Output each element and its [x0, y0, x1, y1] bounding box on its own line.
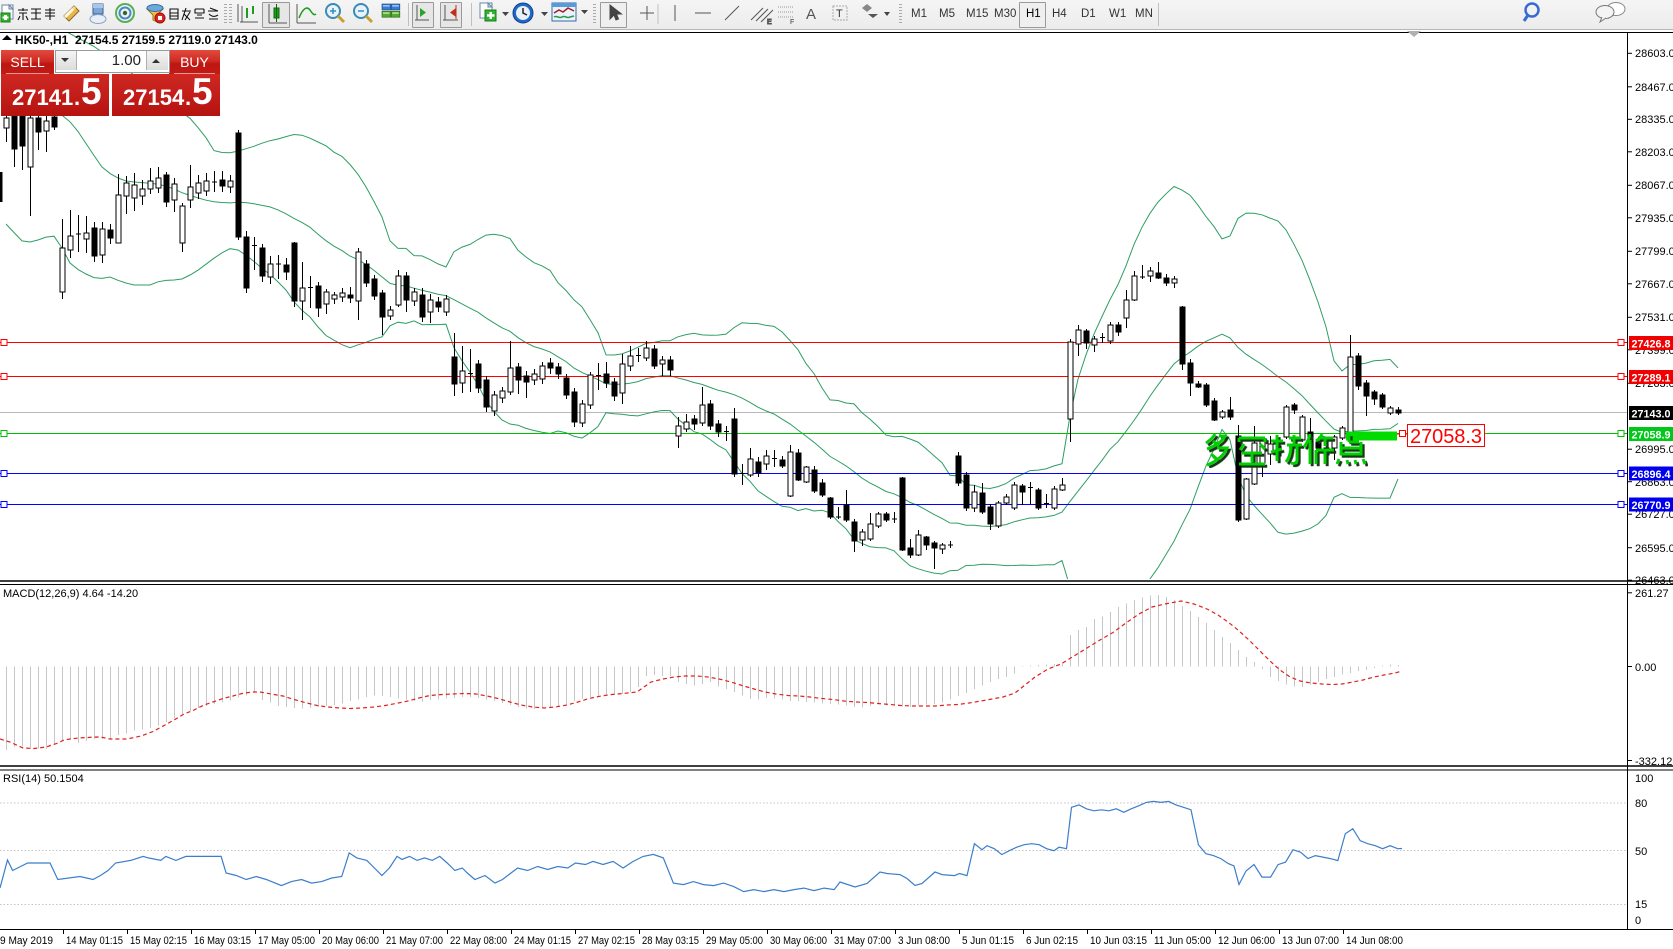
svg-text:16 May 03:15: 16 May 03:15 [194, 935, 251, 947]
svg-text:26995.0: 26995.0 [1635, 444, 1673, 456]
svg-text:F: F [790, 19, 794, 26]
svg-text:27143.0: 27143.0 [1632, 409, 1671, 421]
svg-text:24 May 01:15: 24 May 01:15 [514, 935, 571, 947]
svg-text:MACD(12,26,9) 4.64 -14.20: MACD(12,26,9) 4.64 -14.20 [3, 588, 138, 600]
svg-text:26896.4: 26896.4 [1632, 469, 1672, 481]
svg-text:11 Jun 05:00: 11 Jun 05:00 [1154, 935, 1211, 947]
svg-text:A: A [806, 6, 816, 23]
svg-text:27935.0: 27935.0 [1635, 213, 1673, 225]
svg-text:27154.5 27159.5 27119.0 27143.: 27154.5 27159.5 27119.0 27143.0 [75, 33, 258, 47]
svg-text:27289.1: 27289.1 [1632, 373, 1671, 385]
svg-text:29 May 05:00: 29 May 05:00 [706, 935, 763, 947]
svg-text:28467.0: 28467.0 [1635, 82, 1673, 94]
svg-text:HK50-,H1: HK50-,H1 [15, 33, 69, 47]
svg-text:28 May 03:15: 28 May 03:15 [642, 935, 699, 947]
svg-text:80: 80 [1635, 798, 1647, 810]
svg-text:6 Jun 02:15: 6 Jun 02:15 [1026, 935, 1078, 947]
svg-text:9 May 2019: 9 May 2019 [0, 935, 53, 947]
svg-text:12 Jun 06:00: 12 Jun 06:00 [1218, 935, 1275, 947]
svg-text:15 May 02:15: 15 May 02:15 [130, 935, 187, 947]
svg-text:50: 50 [1635, 846, 1647, 858]
svg-text:22 May 08:00: 22 May 08:00 [450, 935, 507, 947]
svg-text:31 May 07:00: 31 May 07:00 [834, 935, 891, 947]
svg-text:3 Jun 08:00: 3 Jun 08:00 [898, 935, 950, 947]
svg-text:26727.0: 26727.0 [1635, 509, 1673, 521]
svg-text:28067.0: 28067.0 [1635, 180, 1673, 192]
svg-text:15: 15 [1635, 899, 1647, 911]
svg-text:17 May 05:00: 17 May 05:00 [258, 935, 315, 947]
svg-text:20 May 06:00: 20 May 06:00 [322, 935, 379, 947]
svg-text:27667.0: 27667.0 [1635, 279, 1673, 291]
svg-text:27426.8: 27426.8 [1632, 339, 1671, 351]
svg-text:27799.0: 27799.0 [1635, 246, 1673, 258]
svg-text:RSI(14) 50.1504: RSI(14) 50.1504 [3, 773, 84, 785]
svg-text:13 Jun 07:00: 13 Jun 07:00 [1282, 935, 1339, 947]
svg-text:E: E [767, 19, 772, 26]
svg-text:T: T [836, 8, 843, 20]
svg-text:10 Jun 03:15: 10 Jun 03:15 [1090, 935, 1147, 947]
svg-text:26595.0: 26595.0 [1635, 543, 1673, 555]
svg-text:5 Jun 01:15: 5 Jun 01:15 [962, 935, 1014, 947]
svg-text:14 May 01:15: 14 May 01:15 [66, 935, 123, 947]
svg-text:26463.0: 26463.0 [1635, 575, 1673, 587]
svg-text:261.27: 261.27 [1635, 588, 1669, 600]
svg-text:0: 0 [1635, 915, 1641, 927]
svg-text:28603.0: 28603.0 [1635, 48, 1673, 60]
svg-text:0.00: 0.00 [1635, 662, 1656, 674]
svg-text:21 May 07:00: 21 May 07:00 [386, 935, 443, 947]
svg-text:100: 100 [1635, 773, 1653, 785]
svg-text:30 May 06:00: 30 May 06:00 [770, 935, 827, 947]
svg-text:26770.9: 26770.9 [1632, 500, 1671, 512]
svg-text:27 May 02:15: 27 May 02:15 [578, 935, 635, 947]
svg-text:14 Jun 08:00: 14 Jun 08:00 [1346, 935, 1403, 947]
svg-text:27058.9: 27058.9 [1632, 430, 1671, 442]
svg-text:27531.0: 27531.0 [1635, 312, 1673, 324]
svg-text:28335.0: 28335.0 [1635, 114, 1673, 126]
svg-text:28203.0: 28203.0 [1635, 147, 1673, 159]
svg-text:-332.12: -332.12 [1635, 756, 1672, 768]
svg-text:27058.3: 27058.3 [1410, 426, 1482, 448]
